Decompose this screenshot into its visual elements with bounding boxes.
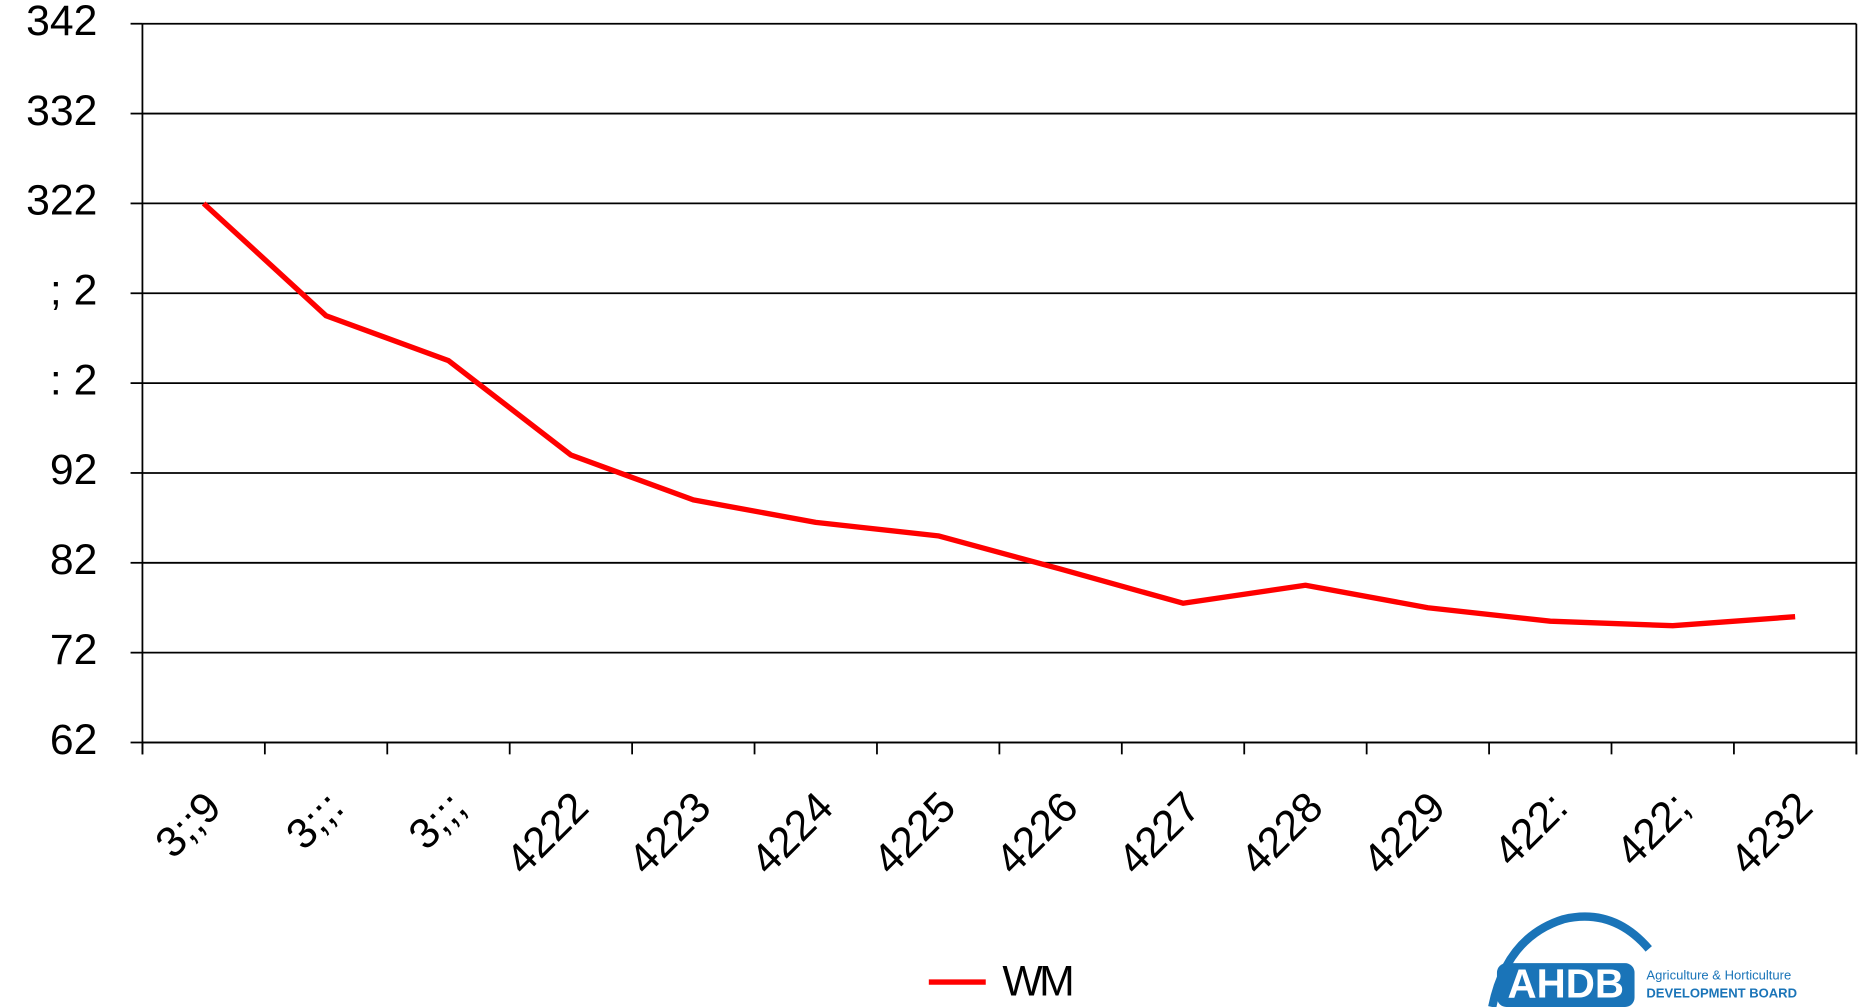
x-tick-label: 4222 [497,783,598,884]
y-tick-label: 332 [26,87,97,135]
y-tick-label: : 2 [50,356,97,404]
y-tick-label: 72 [50,626,97,674]
x-tick-label: 422; [1607,783,1700,876]
logo-mark: AHDB [1508,960,1624,1006]
x-tick-label: 3;;9 [146,783,230,867]
x-tick-label: 4232 [1721,783,1822,884]
logo-box [1496,963,1635,1007]
y-tick-label: 82 [50,536,97,584]
x-tick-label: 4224 [742,783,843,884]
x-tick-label: 4225 [864,783,965,884]
x-tick-label: 4227 [1109,783,1210,884]
x-tick-label: 4229 [1354,783,1455,884]
y-tick-label: 342 [26,0,97,45]
logo: AHDB Agriculture & Horticulture DEVELOPM… [1488,912,1797,1007]
y-tick-label: 62 [50,716,97,764]
legend-label: WM [1002,958,1072,1006]
x-tick-label: 3;;; [400,783,476,859]
y-tick-label: 322 [26,177,97,225]
logo-line2: DEVELOPMENT BOARD [1646,985,1797,1000]
y-tick-label: ; 2 [50,267,97,315]
x-tick-label: 422: [1485,783,1578,876]
y-tick-label: 92 [50,446,97,494]
series-line [201,201,1796,629]
x-tick-label: 3;;: [277,783,353,859]
x-tick-label: 4228 [1231,783,1332,884]
x-tick-label: 4223 [619,783,720,884]
x-tick-label: 4226 [986,783,1087,884]
logo-line1: Agriculture & Horticulture [1646,968,1791,983]
